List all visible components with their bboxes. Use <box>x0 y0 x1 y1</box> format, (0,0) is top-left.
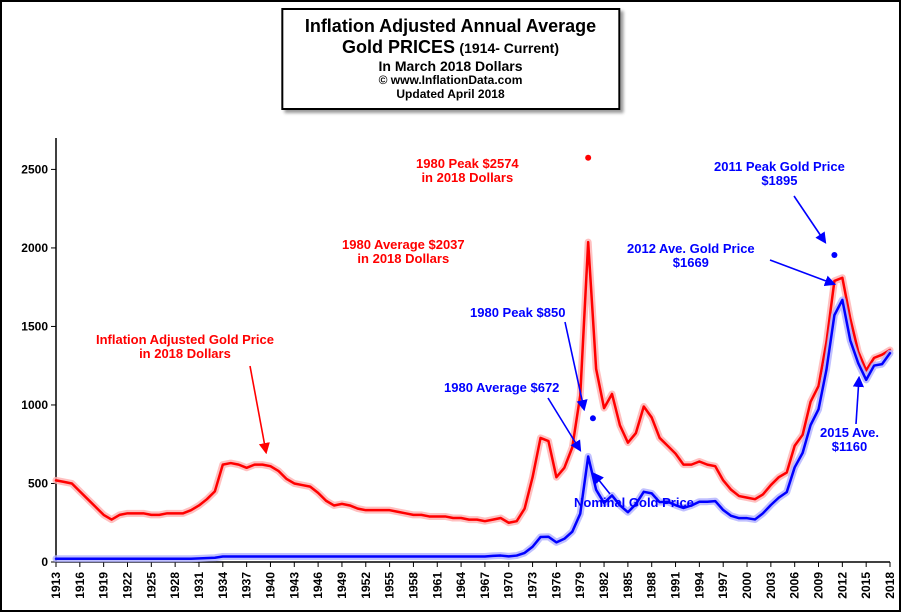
annotation-peak-1980-nom: 1980 Peak $850 <box>470 306 565 320</box>
marker <box>590 415 596 421</box>
svg-text:1979: 1979 <box>573 572 587 599</box>
svg-text:2009: 2009 <box>812 572 826 599</box>
svg-text:1940: 1940 <box>263 572 277 599</box>
svg-text:1991: 1991 <box>669 572 683 599</box>
svg-text:1925: 1925 <box>144 572 158 599</box>
marker <box>585 155 591 161</box>
svg-text:1934: 1934 <box>216 572 230 599</box>
svg-text:1985: 1985 <box>621 572 635 599</box>
svg-text:2000: 2000 <box>21 241 48 255</box>
svg-text:1976: 1976 <box>549 572 563 599</box>
annotation-arrow <box>770 260 834 284</box>
svg-text:1967: 1967 <box>478 572 492 599</box>
annotation-arrow <box>250 366 266 452</box>
svg-text:1982: 1982 <box>597 572 611 599</box>
svg-text:1949: 1949 <box>335 572 349 599</box>
svg-text:1943: 1943 <box>287 572 301 599</box>
svg-text:2500: 2500 <box>21 162 48 176</box>
annotation-avg-1980-adj: 1980 Average $2037in 2018 Dollars <box>342 238 465 267</box>
svg-text:2000: 2000 <box>740 572 754 599</box>
chart-svg: 0 500 1000 1500 2000 2500 1913 1916 1919 1922 1925… <box>2 2 899 610</box>
svg-text:2003: 2003 <box>764 572 778 599</box>
annotation-peak-1980-adj: 1980 Peak $2574in 2018 Dollars <box>416 157 519 186</box>
annotation-adj-label: Inflation Adjusted Gold Pricein 2018 Dol… <box>96 333 274 362</box>
svg-text:1988: 1988 <box>645 572 659 599</box>
svg-text:1952: 1952 <box>359 572 373 599</box>
svg-text:1997: 1997 <box>716 572 730 599</box>
annotation-avg-2012: 2012 Ave. Gold Price$1669 <box>627 242 755 271</box>
chart-frame: Inflation Adjusted Annual Average Gold P… <box>0 0 901 612</box>
svg-text:1922: 1922 <box>120 572 134 599</box>
svg-text:1946: 1946 <box>311 572 325 599</box>
svg-text:2015: 2015 <box>859 572 873 599</box>
svg-text:1919: 1919 <box>97 572 111 599</box>
svg-text:1937: 1937 <box>240 572 254 599</box>
svg-text:1970: 1970 <box>502 572 516 599</box>
svg-text:1931: 1931 <box>192 572 206 599</box>
annotation-arrow <box>856 378 859 424</box>
svg-text:1916: 1916 <box>73 572 87 599</box>
annotation-arrow <box>794 196 825 242</box>
svg-text:2018: 2018 <box>883 572 897 599</box>
svg-text:1000: 1000 <box>21 398 48 412</box>
svg-text:2012: 2012 <box>835 572 849 599</box>
annotation-nominal-label: Nominal Gold Price <box>574 496 694 510</box>
annotation-avg-2015: 2015 Ave.$1160 <box>820 426 879 455</box>
svg-text:1961: 1961 <box>430 572 444 599</box>
svg-text:1955: 1955 <box>383 572 397 599</box>
svg-text:0: 0 <box>41 555 48 569</box>
annotation-avg-1980-nom: 1980 Average $672 <box>444 381 559 395</box>
annotation-peak-2011: 2011 Peak Gold Price$1895 <box>714 160 845 189</box>
svg-text:1928: 1928 <box>168 572 182 599</box>
svg-text:1500: 1500 <box>21 319 48 333</box>
svg-text:2006: 2006 <box>788 572 802 599</box>
svg-text:500: 500 <box>28 476 48 490</box>
svg-text:1964: 1964 <box>454 572 468 599</box>
svg-text:1913: 1913 <box>49 572 63 599</box>
svg-text:1958: 1958 <box>406 572 420 599</box>
marker <box>831 252 837 258</box>
svg-text:1994: 1994 <box>692 572 706 599</box>
svg-text:1973: 1973 <box>526 572 540 599</box>
